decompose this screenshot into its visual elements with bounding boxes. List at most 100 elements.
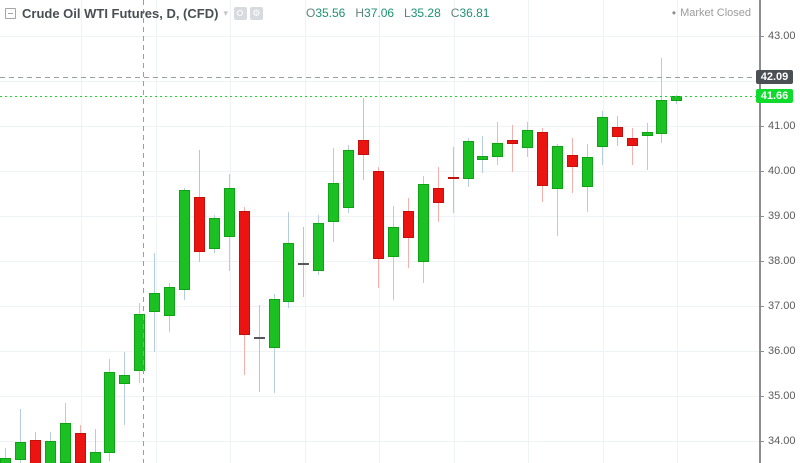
candle[interactable] [29,439,41,463]
candle[interactable] [119,375,131,384]
vertical-gridline [528,0,529,463]
candle-wick [363,97,365,181]
candle-wick [124,351,126,425]
candle[interactable] [522,130,534,149]
candle[interactable] [507,140,519,144]
vertical-gridline [602,0,604,463]
last-price-line [0,96,759,97]
price-axis-label: 38.00 [768,254,796,267]
candle[interactable] [358,140,370,155]
candle[interactable] [566,154,578,168]
vertical-gridline [81,0,82,463]
candle[interactable] [14,442,26,460]
crosshair-vertical-line [143,0,144,463]
candle[interactable] [253,337,265,340]
candle[interactable] [0,457,11,463]
candle-wick [557,143,559,236]
market-status: • Market Closed [672,6,751,20]
candle[interactable] [44,441,56,463]
low-label: L [404,6,411,20]
candle[interactable] [387,226,399,258]
candle-wick [303,227,305,298]
candle[interactable] [402,211,414,239]
candle-wick [94,429,96,463]
candle[interactable] [104,371,116,453]
candle[interactable] [208,217,220,249]
ohlc-values: O35.56 H37.06 L35.28 C36.81 [306,6,500,20]
candle[interactable] [581,157,593,187]
axis-tick [760,441,764,442]
candle-wick [646,123,648,171]
candle[interactable] [89,451,101,463]
candle[interactable] [59,423,71,463]
candle[interactable] [283,243,295,303]
symbol-title[interactable]: Crude Oil WTI Futures, D, (CFD) [22,5,219,21]
low-value: 35.28 [410,6,441,20]
chevron-down-icon[interactable]: ▾ [223,8,228,18]
candle[interactable] [193,196,205,253]
symbol-legend: Crude Oil WTI Futures, D, (CFD) ▾ ⚙ O35.… [5,5,499,21]
high-value: 37.06 [364,6,395,20]
candle[interactable] [462,141,474,179]
legend-collapse-icon[interactable] [5,7,16,19]
candle[interactable] [537,132,549,186]
crosshair-price-badge: 42.09 [756,70,793,84]
candle[interactable] [626,138,638,147]
vertical-gridline [677,0,678,463]
gear-icon: ⚙ [252,7,261,18]
candle[interactable] [432,187,444,204]
price-axis-label: 40.00 [768,164,796,177]
crosshair-horizontal-line [0,77,759,78]
axis-tick [760,216,764,217]
price-axis-label: 36.00 [768,344,796,357]
candle[interactable] [641,132,653,137]
candle[interactable] [373,171,384,259]
chart-area[interactable] [0,0,759,463]
close-value: 36.81 [459,6,490,20]
candle[interactable] [298,262,310,265]
candle[interactable] [328,182,340,222]
candle[interactable] [477,156,489,160]
candle[interactable] [492,142,504,158]
candle[interactable] [656,100,668,135]
axis-tick [760,36,764,37]
candle[interactable] [447,177,459,179]
candle[interactable] [552,145,564,189]
vertical-gridline [304,0,306,463]
candle[interactable] [313,222,325,272]
candle[interactable] [417,184,429,263]
open-label: O [305,6,316,20]
high-label: H [355,6,365,20]
last-price-badge: 41.66 [756,89,793,103]
candle[interactable] [134,314,146,371]
close-label: C [450,6,460,20]
vertical-gridline [155,0,157,463]
candle[interactable] [611,127,623,138]
candle[interactable] [238,211,250,335]
candle[interactable] [164,287,176,317]
candle-wick [452,146,454,213]
candle[interactable] [149,293,161,312]
candle[interactable] [596,117,608,148]
candle-wick [19,409,21,463]
market-status-text: Market Closed [680,7,751,19]
candle[interactable] [74,432,86,463]
price-axis-label: 41.00 [768,119,796,132]
candle[interactable] [223,187,235,237]
legend-settings-button[interactable]: ⚙ [249,6,263,20]
legend-visibility-button[interactable] [233,6,247,20]
candle[interactable] [179,190,191,291]
candle[interactable] [343,149,355,209]
price-axis-label: 43.00 [768,29,796,42]
status-dot-icon: • [671,6,677,20]
candle-wick [482,136,484,173]
candle[interactable] [268,298,280,348]
price-axis-label: 37.00 [768,299,796,312]
price-axis-label: 35.00 [768,389,796,402]
candle-wick [631,128,633,166]
axis-tick [760,306,764,307]
axis-tick [760,396,764,397]
axis-tick [760,351,764,352]
candle-wick [258,305,260,393]
